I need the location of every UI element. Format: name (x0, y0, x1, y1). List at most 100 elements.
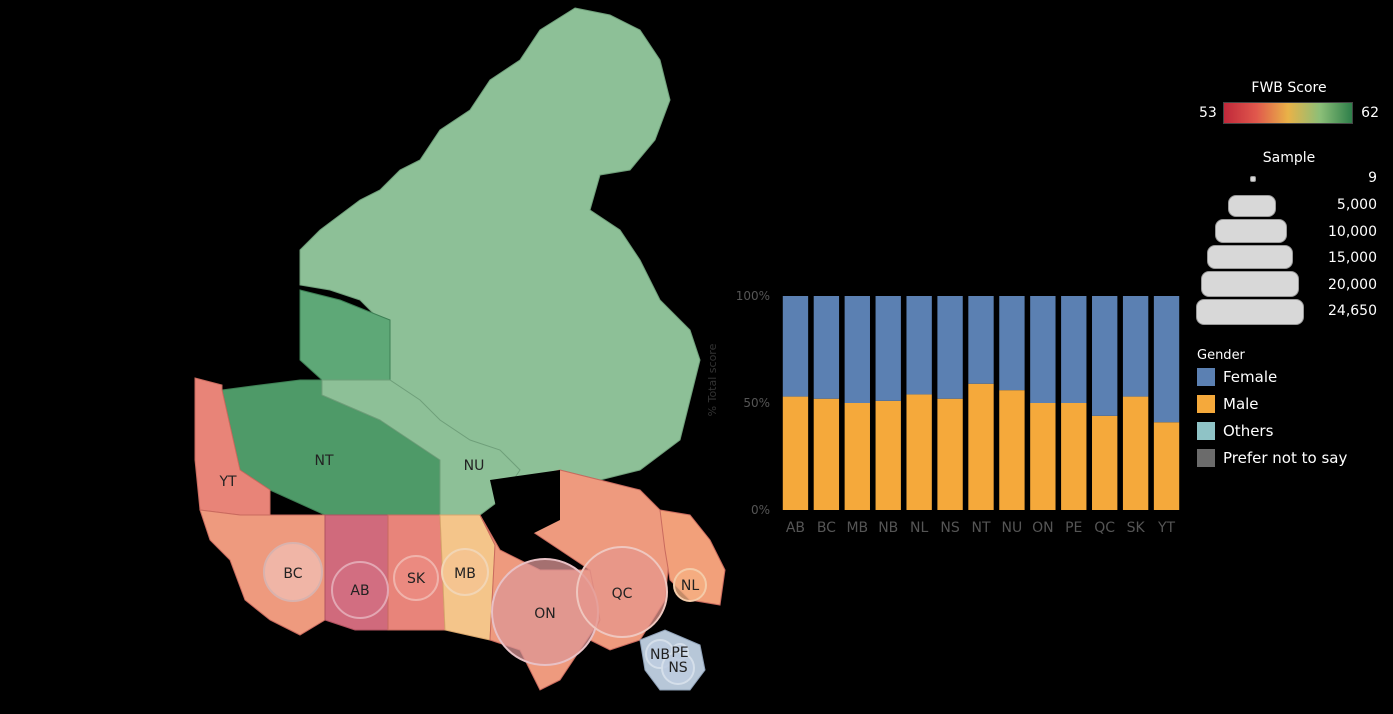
fwb-legend-min: 53 (1199, 105, 1217, 121)
y-tick-label: 0% (751, 503, 770, 517)
sample-size-24650: 24,650 (1328, 303, 1377, 319)
label-NS: NS (668, 660, 687, 676)
region-BC[interactable] (199, 509, 326, 636)
sample-size-legend: Sample 9 5,000 10,000 15,000 20,000 24,6… (1193, 142, 1385, 325)
swatch-others (1197, 422, 1215, 440)
legend-item-female[interactable]: Female (1197, 368, 1277, 386)
gender-stacked-bar-chart: % Total score 100% 50% 0% AB BC MB NB NL NS NT NU… (706, 289, 1180, 536)
x-tick-label-NB: NB (878, 520, 898, 536)
x-tick-label-QC: QC (1094, 520, 1115, 536)
sample-circle-QC[interactable] (576, 546, 668, 638)
bar-male-PE[interactable] (1061, 403, 1087, 510)
label-ON: ON (534, 606, 556, 622)
canada-map[interactable]: YT NT NU BC AB SK MB ON QC NL NB PE NS (0, 0, 760, 714)
bar-female-NS[interactable] (937, 296, 963, 399)
bar-male-YT[interactable] (1153, 422, 1180, 510)
bar-male-NS[interactable] (937, 398, 963, 510)
sample-size-shape-24650 (1196, 299, 1304, 325)
x-tick-label-NU: NU (1002, 520, 1023, 536)
sample-size-5000: 5,000 (1336, 197, 1377, 213)
label-AB: AB (350, 583, 369, 599)
x-tick-label-NL: NL (910, 520, 928, 536)
sample-size-shape-9 (1250, 176, 1256, 182)
y-tick-label: 100% (736, 289, 770, 303)
sample-legend-title: Sample (1262, 150, 1316, 166)
sample-size-shape-5000 (1228, 195, 1276, 217)
bar-female-SK[interactable] (1122, 296, 1149, 397)
x-tick-label-ON: ON (1032, 520, 1054, 536)
y-axis-label: % Total score (706, 343, 719, 416)
bar-female-PE[interactable] (1061, 296, 1087, 403)
sample-circle-SK[interactable] (393, 555, 439, 601)
bar-male-BC[interactable] (813, 398, 840, 510)
hudson-bay (490, 470, 560, 540)
sample-circle-AB[interactable] (331, 561, 389, 619)
sample-size-9: 9 (1368, 170, 1377, 186)
fwb-score-legend: FWB Score 53 62 (1193, 72, 1385, 128)
bar-female-ON[interactable] (1030, 296, 1056, 403)
sample-size-shape-15000 (1207, 245, 1293, 269)
bar-female-NU[interactable] (999, 296, 1025, 391)
label-YT: YT (218, 474, 237, 490)
sample-size-10000: 10,000 (1328, 224, 1377, 240)
label-PE: PE (671, 645, 688, 661)
sample-size-shape-20000 (1201, 271, 1299, 297)
bar-male-NT[interactable] (968, 383, 994, 510)
y-tick-label: 50% (743, 396, 770, 410)
bar-female-YT[interactable] (1153, 296, 1180, 423)
bar-male-NL[interactable] (906, 394, 932, 510)
label-NT: NT (314, 453, 333, 469)
bar-female-QC[interactable] (1092, 296, 1118, 416)
bar-female-BC[interactable] (813, 296, 840, 399)
sample-size-shape-10000 (1215, 219, 1287, 243)
bar-female-AB[interactable] (782, 296, 809, 397)
legend-label-prefer-not-to-say: Prefer not to say (1223, 449, 1348, 467)
label-NB: NB (650, 647, 670, 663)
region-YT[interactable] (194, 377, 271, 516)
bar-male-QC[interactable] (1092, 415, 1118, 510)
swatch-female (1197, 368, 1215, 386)
x-tick-label-NT: NT (971, 520, 990, 536)
x-tick-label-AB: AB (786, 520, 805, 536)
legend-item-male[interactable]: Male (1197, 395, 1259, 413)
bar-male-NU[interactable] (999, 390, 1025, 510)
sample-circle-NS[interactable] (661, 651, 695, 685)
legend-item-others[interactable]: Others (1197, 422, 1273, 440)
bar-female-NL[interactable] (906, 296, 932, 395)
sample-size-20000: 20,000 (1328, 277, 1377, 293)
bar-male-MB[interactable] (844, 403, 870, 510)
legend-item-prefer-not-to-say[interactable]: Prefer not to say (1197, 449, 1347, 467)
legend-label-male: Male (1223, 395, 1259, 413)
sample-size-15000: 15,000 (1328, 250, 1377, 266)
sample-circle-NL[interactable] (673, 568, 707, 602)
bar-male-ON[interactable] (1030, 403, 1056, 510)
sample-circle-MB[interactable] (441, 548, 489, 596)
x-tick-label-NS: NS (940, 520, 959, 536)
x-tick-label-BC: BC (817, 520, 836, 536)
fwb-legend-title: FWB Score (1251, 80, 1327, 96)
label-SK: SK (407, 571, 426, 587)
label-BC: BC (283, 566, 302, 582)
bar-female-NT[interactable] (968, 296, 994, 384)
label-NL: NL (681, 578, 699, 594)
sample-circle-BC[interactable] (263, 542, 323, 602)
x-tick-label-MB: MB (846, 520, 868, 536)
x-tick-label-SK: SK (1127, 520, 1146, 536)
label-MB: MB (454, 566, 476, 582)
label-QC: QC (612, 586, 633, 602)
bar-male-NB[interactable] (875, 400, 901, 510)
bar-male-SK[interactable] (1122, 396, 1149, 510)
x-tick-label-YT: YT (1157, 520, 1176, 536)
gender-legend: Gender Female Male Others Prefer not to … (1193, 343, 1385, 473)
swatch-prefer-not-to-say (1197, 449, 1215, 467)
swatch-male (1197, 395, 1215, 413)
bar-male-AB[interactable] (782, 396, 809, 510)
legend-label-female: Female (1223, 368, 1278, 386)
bar-female-NB[interactable] (875, 296, 901, 401)
x-tick-label-PE: PE (1065, 520, 1082, 536)
label-NU: NU (464, 458, 485, 474)
bar-female-MB[interactable] (844, 296, 870, 403)
legend-label-others: Others (1223, 422, 1274, 440)
fwb-color-gradient (1223, 102, 1353, 124)
gender-legend-title: Gender (1197, 348, 1245, 363)
